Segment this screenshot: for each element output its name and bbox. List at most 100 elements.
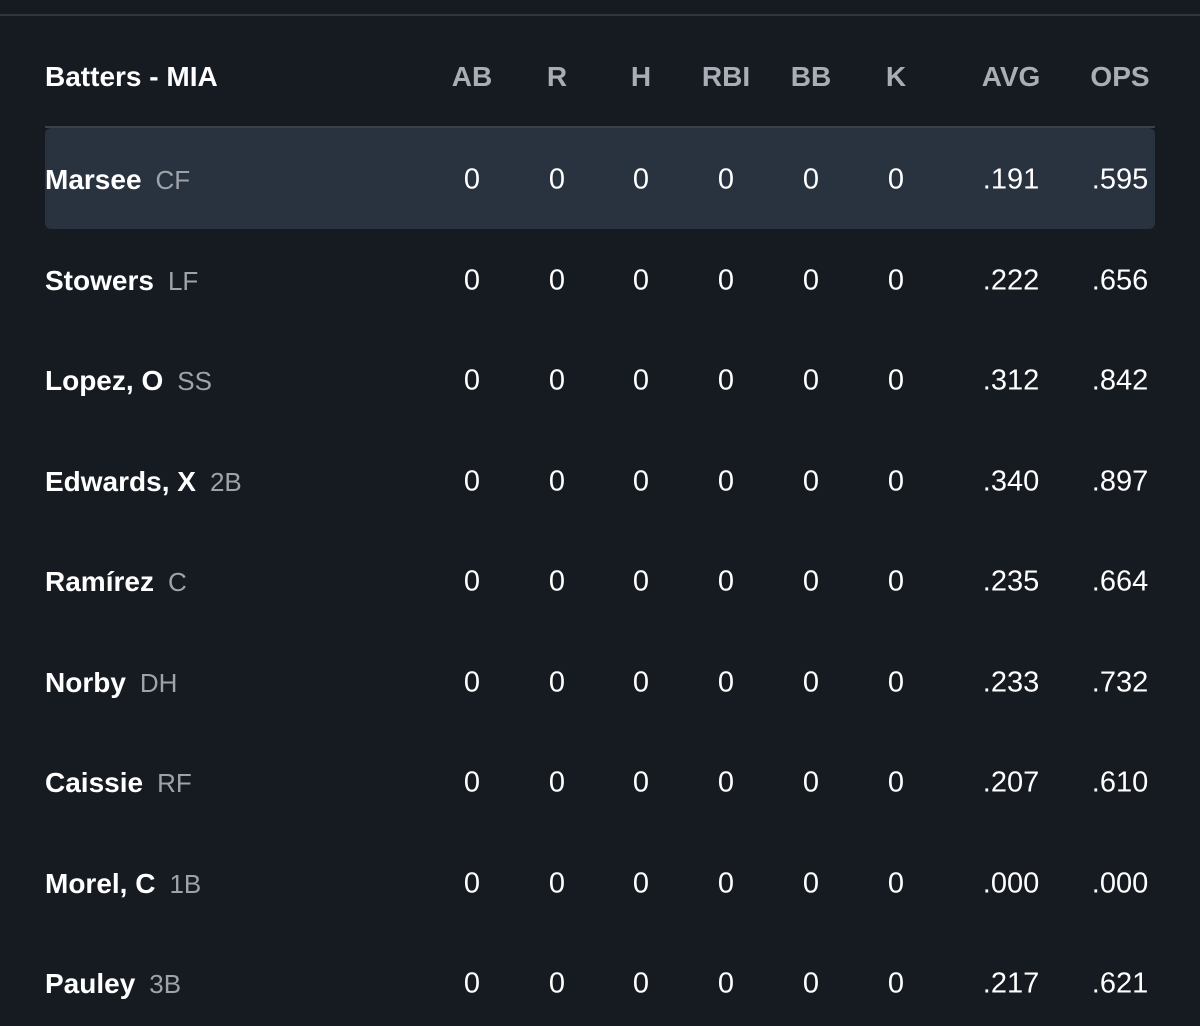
stat-cell: .235 [982,565,1040,598]
stat-cell: 0 [463,766,481,799]
stat-cell: .621 [1091,967,1149,1000]
stat-cell: 0 [548,163,566,196]
stat-cell: .897 [1091,465,1149,497]
stat-cell: 0 [887,666,905,698]
stat-cell: 0 [802,364,820,397]
stat-cell: 0 [548,465,566,497]
stat-cell: .842 [1091,364,1149,397]
player-position: RF [157,768,192,798]
player-position: LF [167,265,199,296]
player-name: Marsee [45,164,142,195]
stat-cell: .000 [1091,867,1149,899]
table-title: Batters - MIA [45,61,218,92]
stat-cell: 0 [463,666,481,698]
stat-cell: 0 [717,867,735,899]
stat-cell: 0 [802,565,820,598]
stat-cell: .664 [1091,565,1149,598]
player-cell: Pauley 3B [45,968,181,1000]
stat-cell: 0 [802,867,820,899]
stat-cell: 0 [802,967,820,1000]
stat-cell: .191 [982,163,1040,196]
column-header: AVG [981,61,1041,92]
player-position: SS [177,366,212,396]
stat-cell: .732 [1091,666,1149,698]
stat-cell: .656 [1091,264,1149,296]
stat-cell: 0 [887,967,905,1000]
stat-cell: 0 [632,766,650,799]
row-highlight [45,128,1155,229]
column-header: OPS [1090,61,1150,92]
stat-cell: .222 [982,264,1040,296]
player-name: Pauley [45,968,136,999]
stat-cell: 0 [802,264,820,296]
player-cell: Marsee CF [45,164,190,196]
stat-cell: .595 [1091,163,1149,196]
player-position: 3B [149,969,182,999]
player-position: C [167,567,187,597]
stat-cell: 0 [887,264,905,296]
player-name: Stowers [45,264,154,296]
column-header: R [546,61,568,92]
stat-cell: 0 [717,364,735,397]
stat-cell: 0 [802,465,820,497]
stat-cell: 0 [717,766,735,799]
stat-cell: 0 [548,766,566,799]
player-name: Morel, C [45,867,156,899]
player-position: 1B [169,868,202,899]
stat-cell: 0 [887,465,905,497]
column-header: K [885,61,907,92]
player-name: Norby [45,666,126,698]
stat-cell: .000 [982,867,1040,899]
player-cell: Stowers LF [45,265,198,297]
stat-cell: 0 [632,666,650,698]
player-name: Caissie [45,767,144,798]
stat-cell: .340 [982,465,1040,497]
stat-cell: 0 [632,264,650,296]
stat-cell: 0 [463,867,481,899]
player-name: Ramírez [45,566,154,597]
player-cell: Edwards, X 2B [45,466,242,498]
column-header: AB [451,61,493,92]
stat-cell: 0 [802,766,820,799]
stat-cell: .610 [1091,766,1149,799]
stat-cell: 0 [717,465,735,497]
stat-cell: 0 [717,967,735,1000]
stat-cell: .233 [982,666,1040,698]
stat-cell: 0 [717,565,735,598]
stat-cell: 0 [717,163,735,196]
stat-cell: 0 [887,163,905,196]
stat-cell: 0 [548,666,566,698]
stat-cell: 0 [887,565,905,598]
stat-cell: 0 [887,766,905,799]
player-cell: Ramírez C [45,566,187,598]
stat-cell: .312 [982,364,1040,397]
stat-cell: 0 [548,364,566,397]
stat-cell: 0 [632,364,650,397]
stat-cell: 0 [632,465,650,497]
player-cell: Caissie RF [45,767,192,799]
stat-cell: .217 [982,967,1040,1000]
stat-cell: 0 [548,867,566,899]
stat-cell: 0 [802,163,820,196]
stat-cell: 0 [632,565,650,598]
stat-cell: 0 [632,163,650,196]
player-cell: Morel, C 1B [45,868,201,900]
stat-cell: 0 [463,364,481,397]
stat-cell: 0 [717,666,735,698]
stat-cell: 0 [463,967,481,1000]
stat-cell: 0 [887,867,905,899]
top-divider [0,14,1200,16]
player-cell: Norby DH [45,667,177,699]
stat-cell: 0 [632,867,650,899]
column-header: BB [790,61,832,92]
stat-cell: 0 [632,967,650,1000]
stat-cell: 0 [463,264,481,296]
player-position: DH [139,667,178,698]
player-position: 2B [209,466,242,497]
stat-cell: 0 [548,967,566,1000]
player-name: Edwards, X [45,465,196,497]
stat-cell: 0 [717,264,735,296]
column-header: H [630,61,652,92]
stat-cell: 0 [802,666,820,698]
